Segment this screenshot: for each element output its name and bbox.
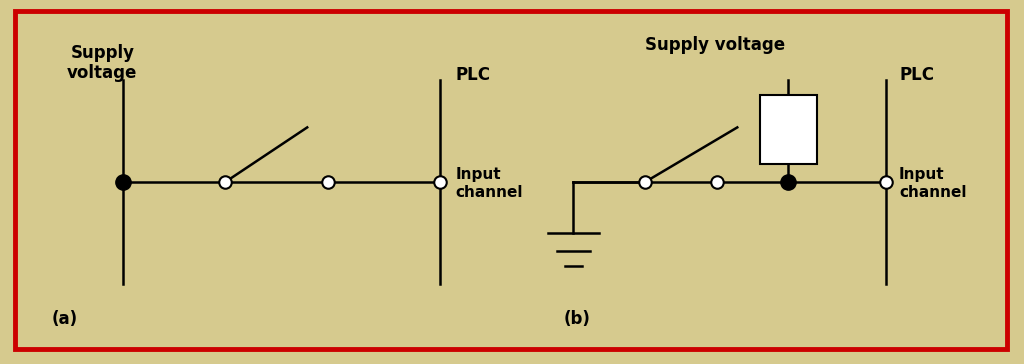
Text: PLC: PLC <box>899 66 934 83</box>
Text: PLC: PLC <box>456 66 490 83</box>
Text: (a): (a) <box>51 310 78 328</box>
Text: Supply
voltage: Supply voltage <box>68 44 137 83</box>
Text: Input
channel: Input channel <box>899 167 967 200</box>
Text: (b): (b) <box>563 310 590 328</box>
Text: Supply voltage: Supply voltage <box>645 36 785 54</box>
Bar <box>760 95 817 164</box>
Text: Input
channel: Input channel <box>456 167 523 200</box>
